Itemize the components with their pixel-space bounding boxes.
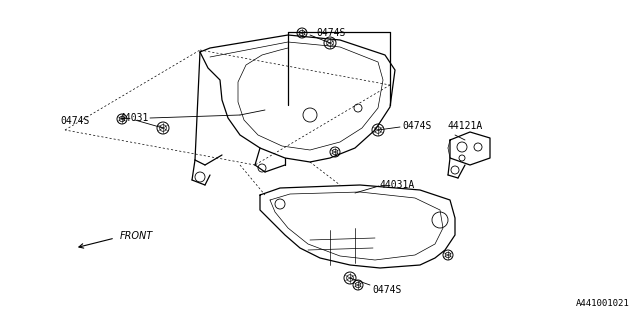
Text: 0474S: 0474S [402,121,431,131]
Text: 44121A: 44121A [448,121,483,131]
Text: 0474S: 0474S [372,285,401,295]
Text: 44031A: 44031A [380,180,415,190]
Text: 0474S: 0474S [60,116,90,126]
Text: 44031: 44031 [120,113,149,123]
Text: FRONT: FRONT [120,231,153,241]
Text: A441001021: A441001021 [576,299,630,308]
Text: 0474S: 0474S [316,28,346,38]
